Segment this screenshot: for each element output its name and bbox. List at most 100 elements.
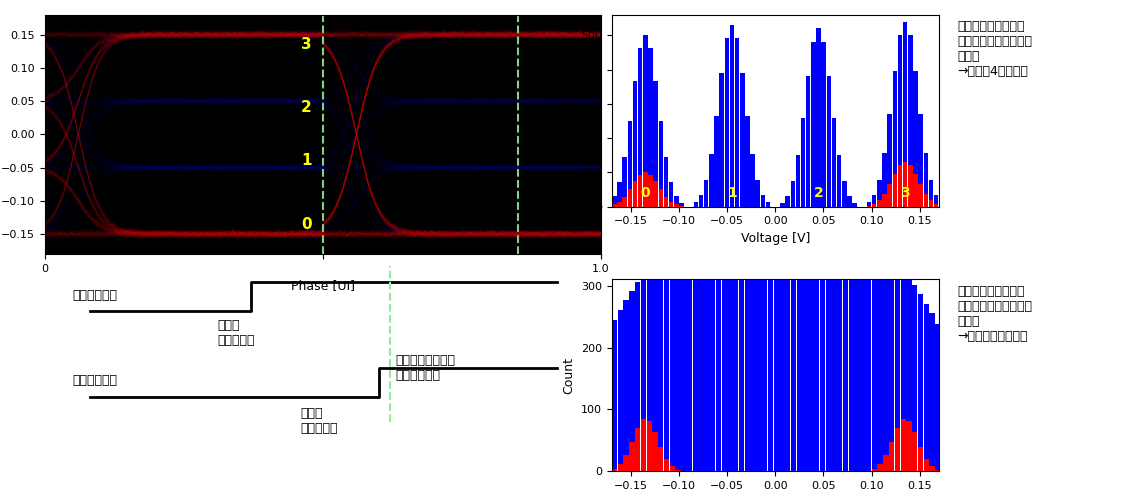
Text: 正しいロック位置で
受信したときのデータ
の分布
→正しく4値に分布: 正しいロック位置で 受信したときのデータ の分布 →正しく4値に分布 (958, 21, 1033, 79)
Text: 3: 3 (301, 37, 312, 52)
Bar (744, 215, 750, 471)
Bar (866, 235, 872, 471)
Bar (646, 421, 652, 471)
Bar (877, 244, 883, 471)
Bar (649, 48, 653, 207)
Bar (837, 221, 842, 471)
Bar (643, 172, 647, 207)
Bar (658, 253, 663, 471)
Bar (652, 259, 658, 471)
Bar (643, 35, 647, 207)
Bar (906, 276, 912, 471)
Bar (664, 459, 669, 471)
Bar (687, 230, 692, 471)
Bar (825, 218, 831, 471)
Bar (831, 219, 837, 471)
Bar (739, 216, 744, 471)
Bar (720, 73, 724, 207)
Bar (883, 455, 888, 471)
Bar (796, 215, 802, 471)
Bar (617, 182, 622, 207)
Bar (786, 195, 789, 207)
Bar (872, 195, 876, 207)
Text: 赤の遷移に対して
誤ってロック: 赤の遷移に対して 誤ってロック (395, 354, 455, 382)
Bar (740, 73, 744, 207)
Bar (627, 121, 632, 207)
Bar (613, 204, 617, 207)
Bar (849, 225, 854, 471)
Bar (903, 22, 908, 207)
Bar (641, 419, 646, 471)
Bar (780, 202, 785, 207)
Bar (929, 313, 935, 471)
Text: 2: 2 (814, 186, 823, 200)
Bar (919, 114, 923, 207)
Bar (629, 291, 635, 471)
Bar (762, 215, 767, 471)
Bar (618, 464, 623, 471)
Bar (694, 202, 698, 207)
Bar (936, 469, 940, 471)
Bar (939, 202, 944, 207)
Bar (766, 202, 770, 207)
Text: 赤：0→3、3→0、
0→0、3→3の
遷移のみを抜出
青：上記以外の遷移: 赤：0→3、3→0、 0→0、3→3の 遷移のみを抜出 青：上記以外の遷移 (634, 22, 712, 80)
Bar (638, 48, 643, 207)
Bar (670, 242, 674, 471)
Bar (633, 81, 637, 207)
Bar (674, 204, 679, 207)
Bar (768, 215, 774, 471)
Bar (843, 223, 848, 471)
Text: 0: 0 (301, 217, 312, 232)
Bar (663, 157, 668, 207)
Bar (883, 249, 888, 471)
Bar (679, 203, 683, 207)
Bar (929, 200, 933, 207)
Bar (877, 180, 882, 207)
Bar (918, 294, 923, 471)
Bar (714, 116, 718, 207)
Bar (933, 204, 938, 207)
Bar (897, 165, 902, 207)
Text: 1: 1 (301, 153, 312, 168)
Bar (855, 228, 860, 471)
Bar (860, 231, 866, 471)
Bar (745, 116, 750, 207)
Bar (699, 195, 704, 207)
Bar (613, 196, 617, 207)
Bar (724, 38, 729, 207)
Bar (801, 118, 805, 207)
Y-axis label: Count: Count (562, 357, 575, 394)
Bar (641, 274, 646, 471)
Bar (669, 182, 673, 207)
Bar (757, 215, 761, 471)
Bar (635, 282, 641, 471)
Bar (663, 196, 668, 207)
Bar (895, 262, 900, 471)
Bar (611, 320, 617, 471)
Bar (633, 182, 637, 207)
Bar (727, 217, 733, 471)
Bar (867, 206, 872, 207)
Bar (790, 215, 796, 471)
Bar (785, 215, 790, 471)
Bar (822, 42, 826, 207)
Text: クロック信号: クロック信号 (73, 374, 118, 386)
Bar (679, 206, 683, 207)
Bar (919, 184, 923, 207)
Bar (623, 157, 627, 207)
Bar (716, 219, 721, 471)
Bar (676, 237, 681, 471)
X-axis label: Phase [UI]: Phase [UI] (291, 279, 355, 292)
Text: 誤ったロック位置で
受信したときのデータ
の分布
→データの判別不可: 誤ったロック位置で 受信したときのデータ の分布 →データの判別不可 (958, 285, 1033, 343)
Bar (893, 174, 897, 207)
Bar (635, 428, 641, 471)
Bar (883, 153, 887, 207)
Text: 正しい
ロック位置: 正しい ロック位置 (217, 319, 254, 347)
Bar (611, 469, 617, 471)
Bar (918, 447, 923, 471)
Bar (607, 203, 611, 207)
Bar (624, 455, 628, 471)
Bar (923, 153, 928, 207)
Bar (820, 218, 825, 471)
Bar (659, 121, 663, 207)
